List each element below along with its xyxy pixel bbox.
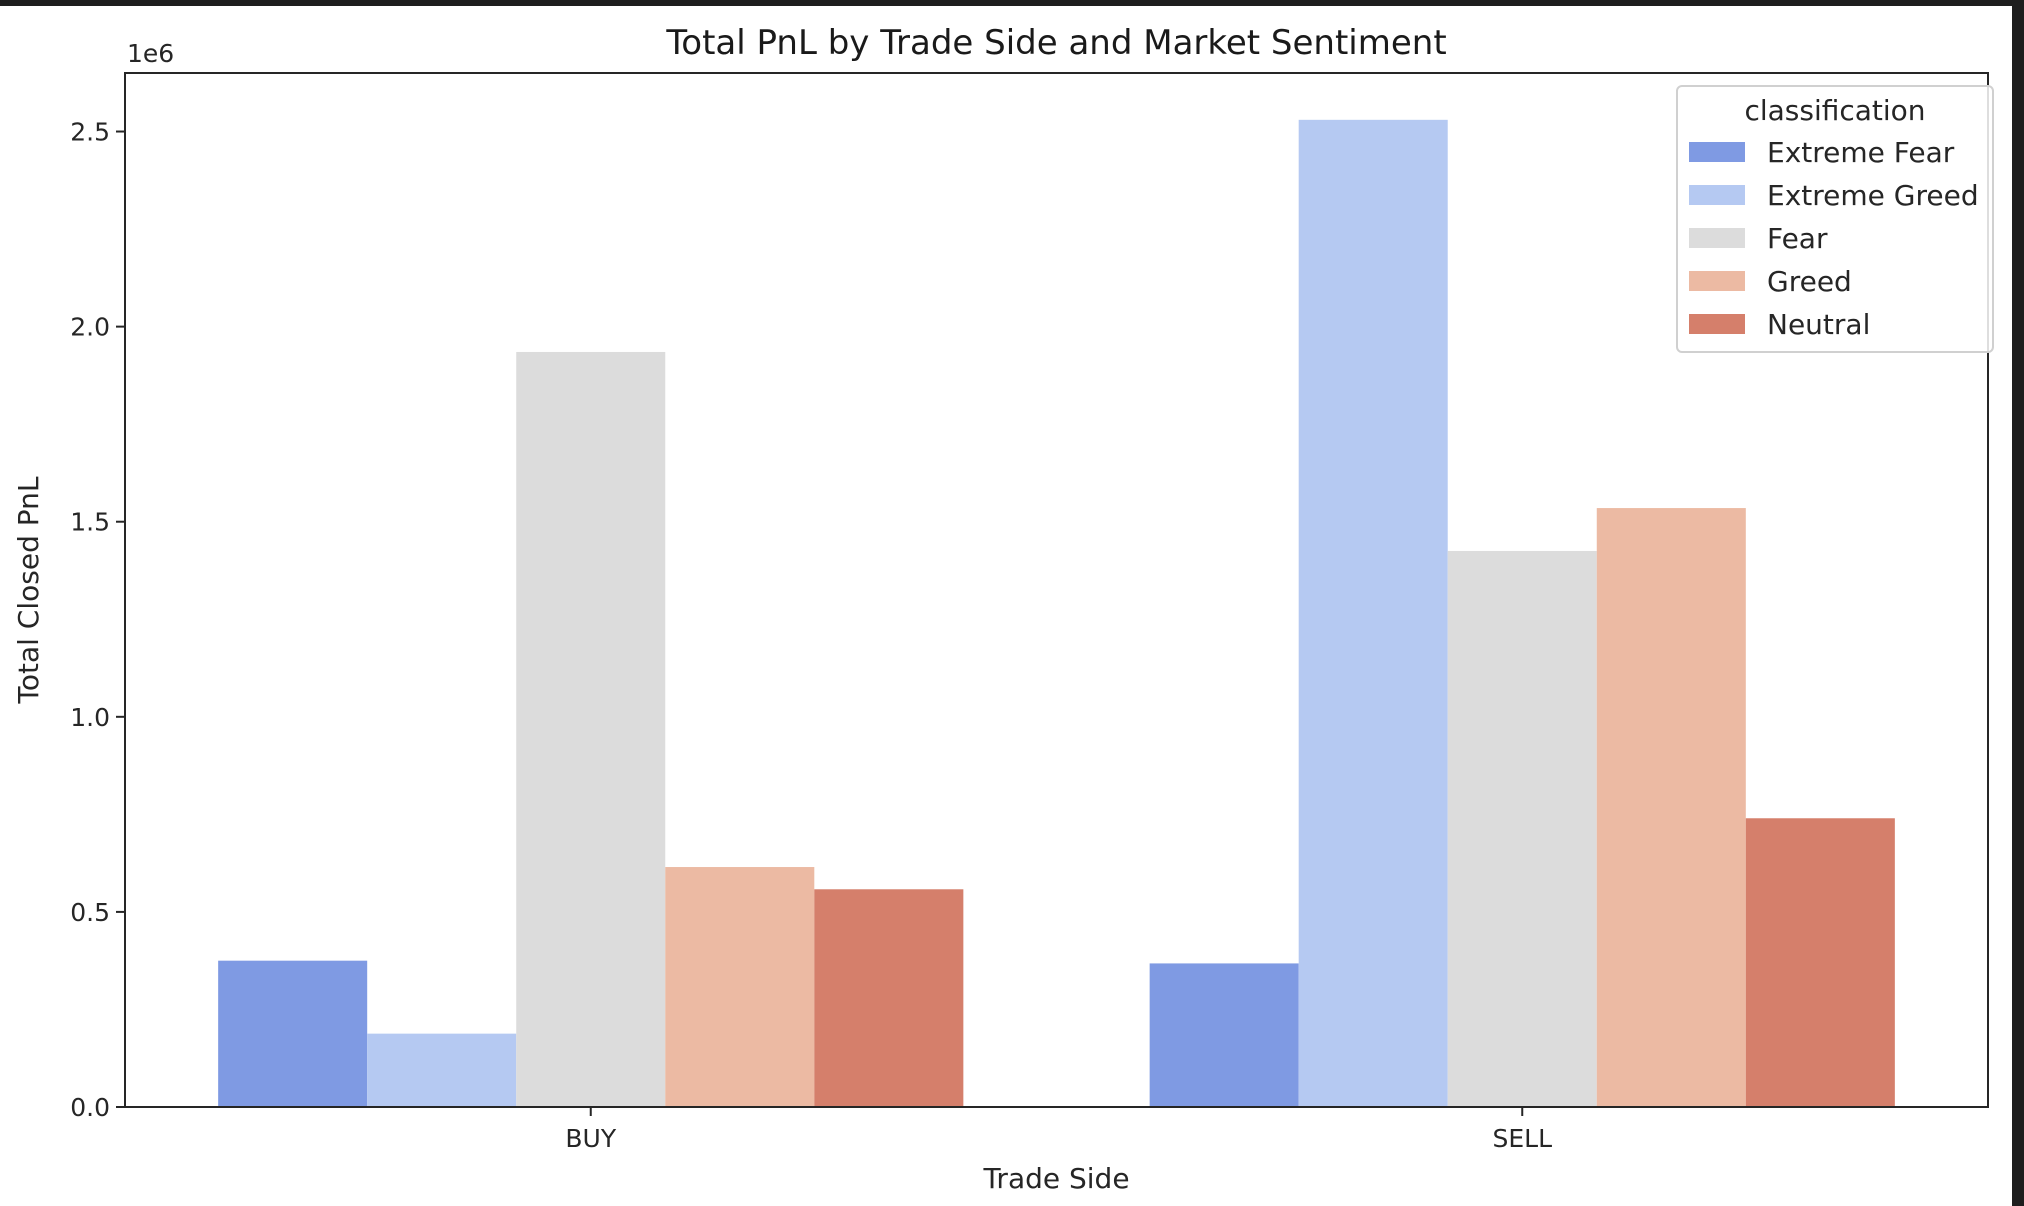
x-axis: BUY SELL [565, 1107, 1552, 1153]
legend-swatch-greed [1689, 271, 1745, 291]
bar-fear-buy [516, 351, 666, 1108]
y-tick-label: 2.0 [70, 313, 110, 342]
y-scale-label: 1e6 [127, 39, 174, 68]
bar-extreme-fear-sell [1149, 963, 1299, 1107]
legend-box [1676, 85, 1994, 353]
y-tick-label: 1.0 [70, 703, 110, 732]
legend-entry-fear: Fear [1767, 222, 1828, 255]
window-right-edge [2012, 0, 2024, 1206]
legend-entry-extreme-greed: Extreme Greed [1767, 179, 1979, 212]
plot-frame [124, 72, 1989, 1108]
legend-title: classification [1744, 94, 1925, 127]
window-top-bar [0, 0, 2024, 6]
y-axis-label: Total Closed PnL [12, 476, 45, 704]
y-tick-label: 0.5 [70, 898, 110, 927]
bar-neutral-buy [814, 889, 964, 1107]
legend-entry-greed: Greed [1767, 265, 1852, 298]
bars-group [218, 119, 1895, 1108]
legend-swatch-neutral [1689, 314, 1745, 334]
legend-swatch-fear [1689, 228, 1745, 248]
x-tick-label-buy: BUY [565, 1124, 616, 1153]
bar-extreme-fear-buy [218, 960, 368, 1107]
legend-swatch-extreme-fear [1689, 142, 1745, 162]
legend-swatch-extreme-greed [1689, 185, 1745, 205]
bar-extreme-greed-sell [1298, 119, 1448, 1108]
x-axis-label: Trade Side [982, 1162, 1129, 1195]
y-tick-label: 2.5 [70, 118, 110, 147]
bar-neutral-sell [1745, 818, 1895, 1107]
y-axis: 0.0 0.5 1.0 1.5 2.0 2.5 [70, 118, 125, 1122]
legend-entry-extreme-fear: Extreme Fear [1767, 136, 1955, 169]
legend-entry-neutral: Neutral [1767, 308, 1870, 341]
bar-extreme-greed-buy [367, 1033, 517, 1107]
chart-title: Total PnL by Trade Side and Market Senti… [665, 23, 1446, 63]
x-tick-label-sell: SELL [1492, 1124, 1552, 1153]
bar-greed-sell [1596, 508, 1746, 1107]
bar-greed-buy [665, 867, 815, 1107]
y-tick-label: 1.5 [70, 508, 110, 537]
bar-fear-sell [1447, 550, 1597, 1107]
legend: classification Extreme Fear Extreme Greed F… [1676, 85, 1994, 353]
y-tick-label: 0.0 [70, 1093, 110, 1122]
